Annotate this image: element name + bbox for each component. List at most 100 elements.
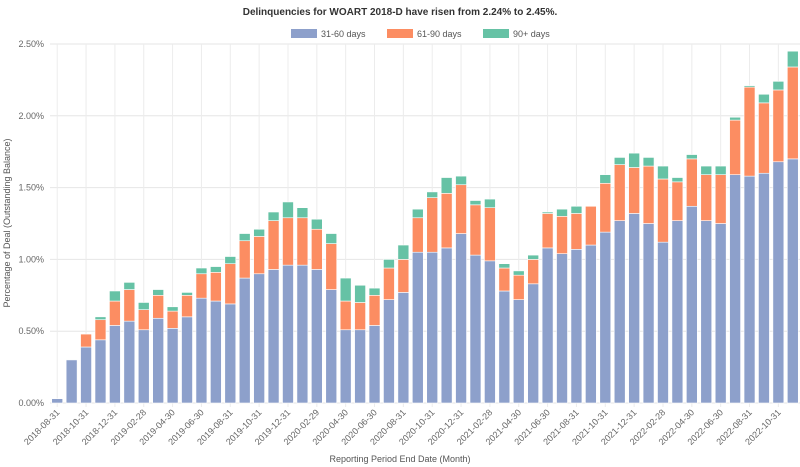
bar-61-90-days [599, 182, 612, 233]
bar-90-days [541, 211, 554, 214]
bar-90-days [397, 244, 410, 260]
bar-31-60-days [123, 320, 136, 404]
bar-90-days [238, 233, 251, 242]
bar-31-60-days [556, 253, 568, 404]
bar-61-90-days [253, 236, 265, 275]
bar-31-60-days [527, 283, 539, 404]
bar-61-90-days [311, 228, 323, 270]
bar-61-90-days [541, 213, 554, 249]
bar-31-60-days [599, 231, 612, 404]
y-tick-label: 2.00% [18, 111, 44, 121]
bar-31-60-days [440, 247, 453, 404]
bar-90-days [440, 177, 453, 194]
chart-title: Delinquencies for WOART 2018-D have rise… [243, 7, 558, 18]
bar-31-60-days [181, 316, 193, 404]
bar-31-60-days [383, 299, 395, 404]
bar-61-90-days [686, 158, 698, 207]
bar-90-days [210, 266, 222, 273]
bar-31-60-days [51, 398, 63, 404]
bar-61-90-days [787, 66, 799, 160]
bar-90-days [527, 254, 539, 260]
bar-61-90-days [743, 86, 756, 177]
bar-31-60-days [195, 297, 208, 404]
bar-61-90-days [383, 267, 395, 300]
bar-31-60-days [426, 251, 438, 404]
bar-61-90-days [512, 274, 525, 300]
bar-61-90-days [570, 213, 583, 250]
bar-31-60-days [628, 213, 640, 404]
bar-61-90-days [109, 300, 121, 326]
x-axis-ticks: 2018-08-312018-10-312018-12-312019-02-28… [22, 407, 783, 447]
y-tick-label: 0.00% [18, 398, 44, 408]
bar-31-60-days [512, 299, 525, 404]
bar-90-days [412, 208, 424, 219]
bar-90-days [729, 116, 741, 121]
bar-31-60-days [224, 303, 237, 404]
bar-90-days [671, 177, 684, 183]
y-tick-label: 2.50% [18, 39, 44, 49]
bar-31-60-days [166, 328, 179, 404]
bar-90-days [700, 165, 713, 175]
legend: 31-60 days 61-90 days 90+ days [291, 29, 550, 39]
bar-31-60-days [311, 269, 323, 404]
bar-31-60-days [570, 249, 583, 404]
bar-90-days [181, 292, 193, 296]
bar-31-60-days [787, 158, 799, 404]
bar-61-90-days [758, 102, 770, 174]
bar-31-60-days [469, 254, 482, 404]
bar-31-60-days [671, 220, 684, 404]
bar-90-days [512, 270, 525, 276]
bar-31-60-days [772, 161, 785, 404]
bar-90-days [484, 198, 496, 209]
bar-31-60-days [238, 277, 251, 404]
bar-61-90-days [484, 207, 496, 262]
bar-31-60-days [137, 329, 150, 404]
bar-90-days [354, 284, 366, 303]
bar-61-90-days [267, 220, 280, 270]
bar-31-60-days [686, 205, 698, 404]
bar-61-90-days [729, 119, 741, 175]
bar-61-90-days [397, 259, 410, 293]
bar-31-60-days [354, 329, 366, 404]
bar-61-90-days [556, 216, 568, 254]
bar-90-days [743, 85, 756, 88]
bar-90-days [123, 282, 136, 290]
bar-61-90-days [166, 310, 179, 329]
bar-31-60-days [210, 300, 222, 404]
bar-31-60-days [613, 220, 626, 404]
bar-90-days [686, 154, 698, 160]
bar-90-days [599, 174, 612, 184]
bar-31-60-days [729, 174, 741, 404]
bar-31-60-days [368, 325, 381, 404]
bar-90-days [109, 290, 121, 302]
bar-61-90-days [181, 294, 193, 318]
bar-61-90-days [628, 167, 640, 214]
bar-90-days [267, 211, 280, 221]
bar-61-90-days [282, 217, 294, 266]
bar-90-days [166, 306, 179, 312]
y-tick-label: 1.50% [18, 183, 44, 193]
legend-label: 61-90 days [417, 29, 462, 39]
bar-31-60-days [282, 264, 294, 404]
bar-90-days [570, 205, 583, 214]
bar-61-90-days [426, 197, 438, 253]
legend-label: 31-60 days [321, 29, 366, 39]
bar-61-90-days [339, 300, 352, 331]
bar-61-90-days [527, 259, 539, 285]
bar-31-60-days [498, 290, 511, 404]
bar-61-90-days [440, 193, 453, 249]
bar-90-days [714, 165, 727, 175]
bar-90-days [296, 207, 309, 219]
bar-90-days [556, 208, 568, 217]
y-tick-label: 1.00% [18, 254, 44, 264]
bar-90-days [787, 50, 799, 68]
bar-61-90-days [613, 164, 626, 221]
bar-61-90-days [238, 240, 251, 279]
bar-31-60-days [714, 223, 727, 404]
bar-90-days [152, 289, 164, 296]
bar-31-60-days [339, 329, 352, 404]
bar-31-60-days [484, 260, 496, 404]
legend-swatch [291, 29, 317, 38]
bar-61-90-days [700, 174, 713, 221]
